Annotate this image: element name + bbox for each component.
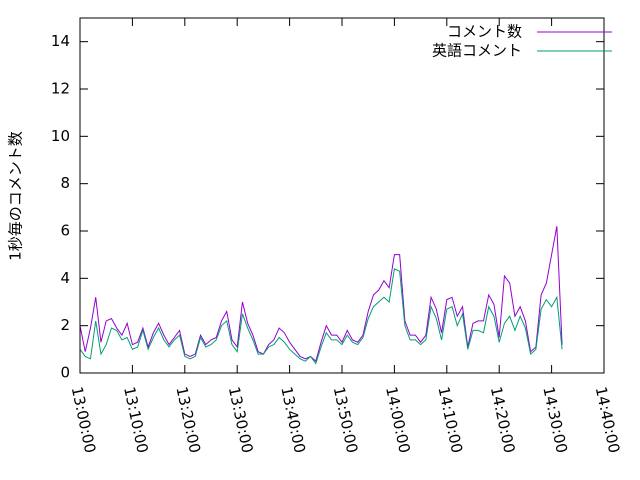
y-tick-label: 0 [60, 364, 70, 382]
y-tick-label: 6 [60, 222, 70, 240]
y-tick-label: 4 [60, 269, 70, 287]
y-axis-label: 1秒毎のコメント数 [7, 131, 25, 261]
series-line [79, 268, 563, 365]
series-line [79, 226, 563, 363]
plot-border [79, 17, 605, 374]
y-tick-label: 12 [51, 80, 70, 98]
y-tick-label: 2 [60, 316, 70, 334]
legend-label: コメント数 [447, 23, 522, 41]
y-tick-label: 10 [51, 127, 70, 145]
y-tick-label: 14 [51, 32, 70, 50]
legend-label: 英語コメント [432, 42, 522, 60]
y-tick-label: 8 [60, 174, 70, 192]
